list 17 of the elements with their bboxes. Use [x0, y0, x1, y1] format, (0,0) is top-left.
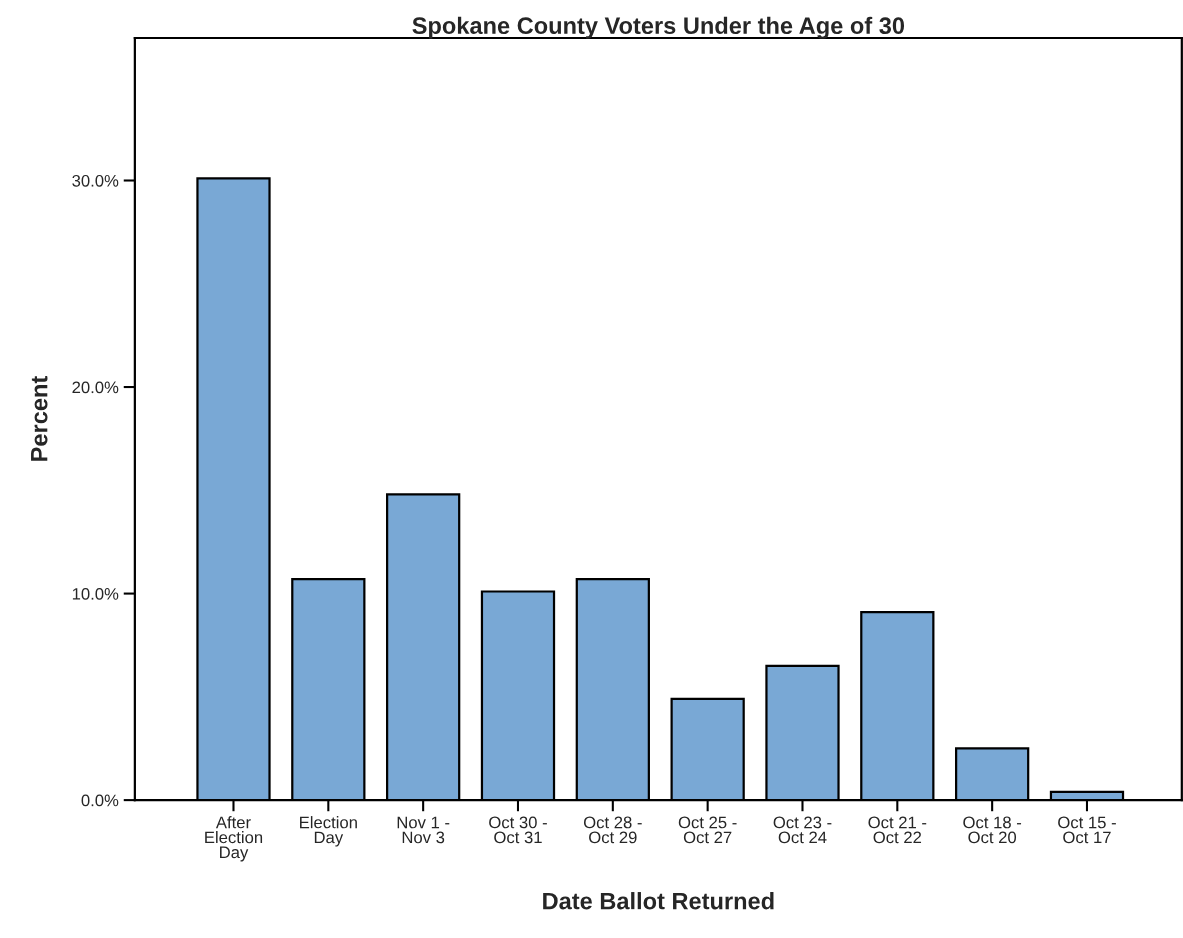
x-tick-label: Oct 23 - Oct 24 — [773, 816, 832, 844]
chart-title: Spokane County Voters Under the Age of 30 — [412, 16, 905, 39]
y-tick-label: 10.0% — [72, 587, 119, 600]
x-tick-label: After Election Day — [205, 816, 263, 862]
x-tick-label: Oct 18 - Oct 20 — [963, 816, 1022, 844]
y-tick-label: 30.0% — [72, 174, 119, 187]
x-tick-label: Election Day — [300, 816, 357, 847]
x-tick-label: Nov 1 - Nov 3 — [397, 816, 450, 844]
x-axis-title: Date Ballot Returned — [543, 892, 774, 910]
x-tick-label: Oct 15 - Oct 17 — [1058, 816, 1116, 844]
x-tick-label: Oct 28 - Oct 29 — [583, 816, 642, 844]
y-axis-title: Percent — [31, 376, 48, 461]
x-tick-label: Oct 30 - Oct 31 — [489, 816, 547, 844]
x-tick-label: Oct 25 - Oct 27 — [678, 816, 737, 844]
y-tick-label: 20.0% — [72, 381, 119, 394]
y-tick-label: 0.0% — [81, 794, 119, 807]
x-tick-label: Oct 21 - Oct 22 — [868, 816, 927, 844]
